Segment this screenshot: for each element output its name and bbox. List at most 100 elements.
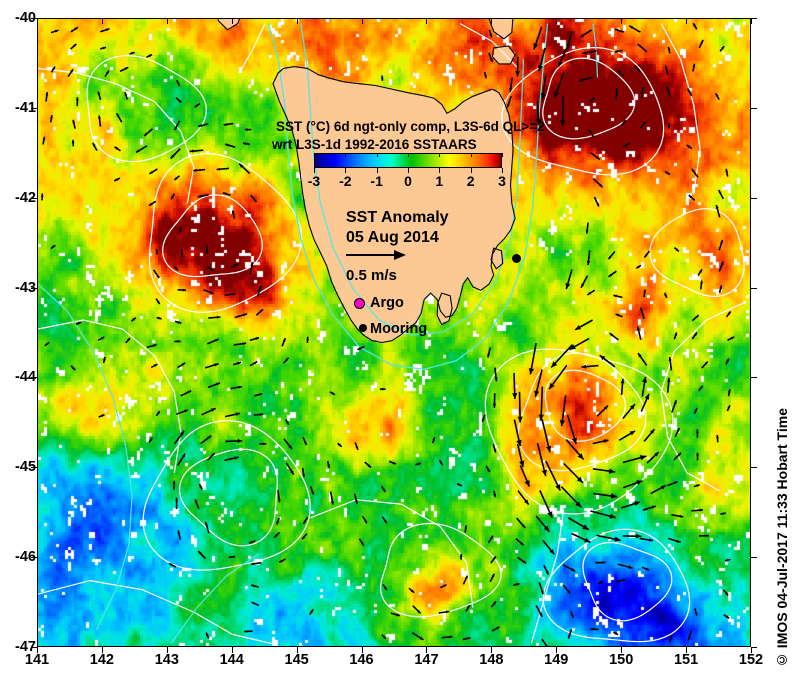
ssh-contour-line-nw [38,67,195,204]
current-vector-arrow [256,285,262,297]
current-vector-arrow [97,91,102,101]
current-vector-arrow [40,193,44,201]
current-vector-arrow [177,362,186,369]
current-vector-arrow [177,530,181,540]
current-vector-arrow [42,136,46,145]
current-vector-arrow [206,452,216,461]
current-vector-arrow [205,632,210,639]
current-vector-arrow [438,610,450,614]
contour-overlay [38,22,746,645]
x-axis-label: 145 [284,652,309,668]
current-vector-arrow [97,336,105,342]
y-axis-label: -44 [15,369,36,386]
bathymetry-contour-shelf-break [267,23,549,371]
current-vector-arrow [98,413,105,418]
current-vector-arrow [534,369,543,398]
current-vector-arrow [194,499,200,510]
current-vector-arrow [692,22,698,30]
current-vector-arrow [727,336,735,341]
current-vector-arrow [562,584,571,595]
coastline-tasmania [272,66,516,344]
current-vector-arrow [671,514,684,518]
current-vector-arrow [621,501,641,509]
current-vector-arrow [717,189,725,200]
y-axis-tick-right [751,197,757,199]
current-vector-arrow [189,149,204,153]
current-vector-arrow [411,632,424,641]
current-vector-arrow [562,564,576,573]
current-vector-arrow [224,412,241,418]
current-vector-arrow [719,45,725,52]
current-vector-arrow [517,391,523,423]
current-vector-arrow [259,442,267,446]
current-vector-arrow [70,26,79,33]
coastline-island-1 [488,19,514,40]
y-axis-label: -46 [15,549,36,566]
ssh-contour-line-se [530,508,565,644]
current-vector-arrow [278,558,286,564]
current-vector-arrow [179,226,182,233]
current-vector-arrow [716,434,719,443]
current-vector-arrow [194,102,201,108]
current-vector-arrow [581,364,599,369]
current-vector-arrow [664,65,669,76]
current-vector-arrow [650,484,667,495]
current-vector-arrow [152,269,160,279]
current-vector-arrow [607,250,616,260]
current-vector-arrow [548,364,568,390]
x-axis-tick-top [751,18,752,24]
current-vector-arrow [170,193,176,200]
coastline-island-4 [490,247,504,270]
current-vector-arrow [168,562,177,568]
current-vector-arrow [176,409,188,415]
y-axis-label: -40 [15,10,36,26]
current-vector-arrow [592,468,616,474]
current-vector-arrow [641,566,650,571]
x-axis-tick [166,647,168,653]
y-axis-tick-right [751,467,757,469]
current-vector-arrow [382,583,388,591]
ssh-contour-line-s [310,499,474,608]
current-vector-arrow [238,163,251,175]
current-vector-arrow [44,341,50,347]
current-vector-arrow [570,611,575,619]
current-vector-arrow [641,376,647,397]
current-vector-arrow [640,393,650,412]
current-vector-arrow [75,97,79,107]
current-vector-arrow [698,39,704,49]
current-vector-arrow [125,337,131,344]
current-vector-arrow [306,336,309,343]
current-vector-arrow [718,285,723,293]
current-vector-arrow [701,360,709,369]
current-vector-arrow [639,537,654,542]
current-vector-arrow [206,265,214,272]
current-vector-arrow [205,244,209,254]
x-axis-tick [621,647,623,653]
current-vector-arrow [249,262,254,275]
current-vector-arrow [536,442,547,477]
y-axis-tick-right [751,107,757,109]
current-vector-arrow [550,344,573,369]
current-vector-arrow [613,631,619,636]
current-vector-arrow [143,128,153,137]
current-vector-arrow [643,289,646,298]
x-axis-label: 144 [219,652,244,668]
current-vector-arrow [381,634,387,640]
current-vector-arrow [597,580,604,585]
y-axis-tick [31,107,37,109]
current-vector-arrow [412,605,422,614]
current-vector-arrow [285,462,295,476]
current-vector-arrow [49,114,53,123]
y-axis-tick [31,467,37,469]
current-vector-arrow [148,437,154,443]
current-vector-arrow [438,459,444,466]
current-vector-arrow [380,485,387,493]
current-vector-arrow [643,250,651,258]
current-vector-arrow [725,310,732,318]
current-vector-arrow [727,389,731,397]
ssh-contour-cool-north [86,55,207,163]
current-vector-arrow [664,170,671,176]
current-vector-arrow [193,168,206,172]
current-vector-arrow [560,486,583,509]
current-vector-arrow [490,555,497,564]
